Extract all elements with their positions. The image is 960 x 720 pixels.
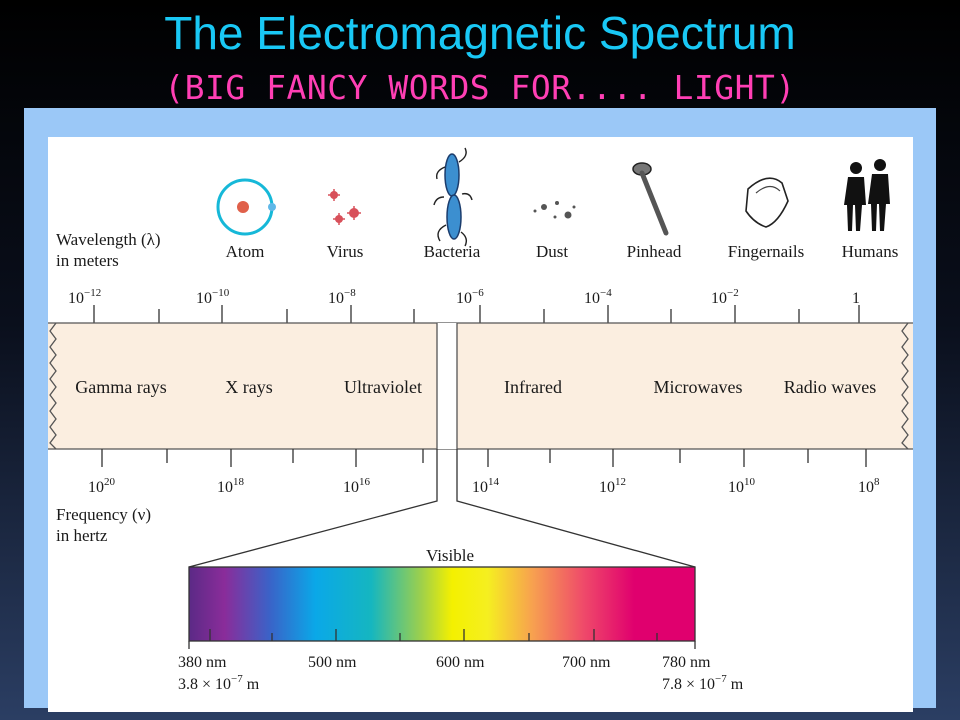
wavelength-tick-label: 10−4	[584, 287, 612, 307]
spectrum-diagram: Wavelength (λ) in meters A	[48, 137, 913, 712]
slide-subtitle: (BIG FANCY WORDS FOR.... LIGHT)	[164, 68, 796, 107]
object-label-virus: Virus	[327, 242, 364, 261]
visible-zoom-lines	[188, 449, 696, 568]
frequency-tick-label: 1018	[217, 476, 245, 496]
bacteria-icon	[433, 147, 473, 247]
frequency-tick-labels: 1020 1018 1016 1014 1012 1010 108	[88, 476, 880, 496]
fingernail-icon	[745, 177, 789, 228]
spectrum-svg: Wavelength (λ) in meters A	[48, 147, 913, 693]
atom-icon	[216, 178, 276, 236]
frequency-tick-label: 1014	[472, 476, 500, 496]
wavelength-tick-labels: 10−12 10−10 10−8 10−6 10−4 10−2 1	[68, 287, 860, 307]
object-label-atom: Atom	[226, 242, 265, 261]
frequency-tick-label: 108	[858, 476, 880, 496]
object-label-fingernails: Fingernails	[728, 242, 805, 261]
visible-label: Visible	[426, 546, 474, 565]
frequency-tick-label: 1016	[343, 476, 371, 496]
humans-icon	[844, 159, 890, 231]
visible-tick-500: 500 nm	[308, 654, 357, 671]
virus-icon	[328, 189, 361, 225]
frequency-ticks	[101, 449, 867, 467]
wavelength-axis-unit: in meters	[56, 251, 119, 270]
visible-tick-380: 380 nm	[178, 654, 227, 671]
visible-left-wavelength-m: 3.8 × 10−7 m	[178, 673, 260, 693]
band-infrared: Infrared	[504, 377, 562, 397]
object-label-pinhead: Pinhead	[627, 242, 682, 261]
visible-ticks	[188, 629, 696, 649]
band-x-rays: X rays	[225, 377, 273, 397]
visible-tick-700: 700 nm	[562, 654, 611, 671]
object-label-humans: Humans	[842, 242, 899, 261]
frequency-tick-label: 1020	[88, 476, 116, 496]
slide-title: The Electromagnetic Spectrum	[164, 7, 796, 59]
visible-tick-600: 600 nm	[436, 654, 485, 671]
band-ultraviolet: Ultraviolet	[344, 377, 422, 397]
frequency-axis-label: Frequency (ν)	[56, 505, 151, 524]
object-label-dust: Dust	[536, 242, 568, 261]
wavelength-tick-label: 1	[852, 290, 860, 307]
spectrum-band	[48, 322, 913, 450]
wavelength-tick-label: 10−10	[196, 287, 230, 307]
dust-icon	[533, 201, 576, 219]
wavelength-tick-label: 10−8	[328, 287, 356, 307]
band-radio-waves: Radio waves	[784, 377, 876, 397]
frequency-tick-label: 1010	[728, 476, 756, 496]
visible-spectrum-strip	[188, 566, 696, 642]
wavelength-axis-label: Wavelength (λ)	[56, 230, 161, 249]
frequency-axis-unit: in hertz	[56, 526, 108, 545]
visible-right-wavelength-m: 7.8 × 10−7 m	[662, 673, 744, 693]
wavelength-ticks	[93, 305, 860, 323]
object-label-bacteria: Bacteria	[424, 242, 481, 261]
wavelength-tick-label: 10−6	[456, 287, 484, 307]
wavelength-tick-label: 10−12	[68, 287, 101, 307]
band-microwaves: Microwaves	[654, 377, 743, 397]
frequency-tick-label: 1012	[599, 476, 626, 496]
visible-tick-780: 780 nm	[662, 654, 711, 671]
pinhead-icon	[632, 162, 669, 236]
band-gamma-rays: Gamma rays	[75, 377, 166, 397]
wavelength-tick-label: 10−2	[711, 287, 739, 307]
